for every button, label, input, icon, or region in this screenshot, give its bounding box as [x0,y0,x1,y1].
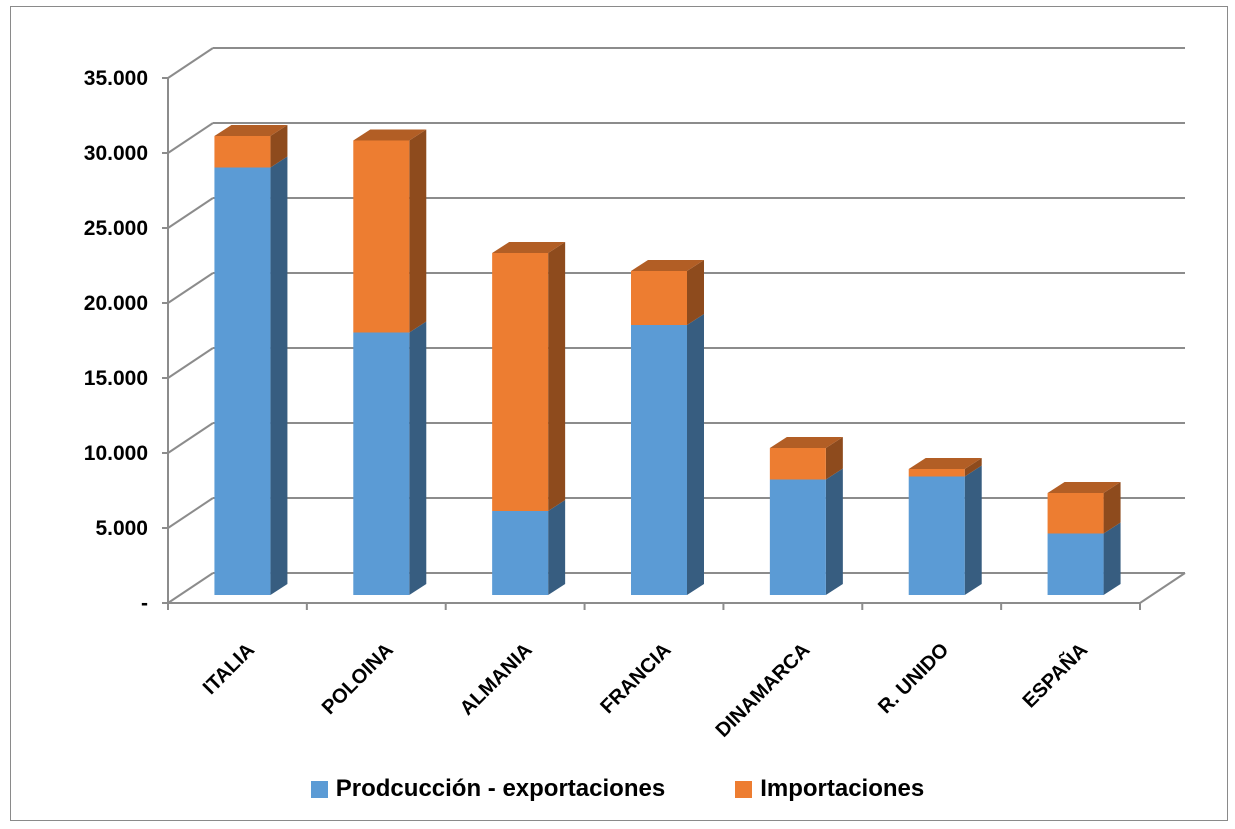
chart-frame [10,6,1228,821]
bar-segment [1047,493,1104,534]
y-tick-label: 10.000 [84,442,148,465]
bar-side [409,321,427,595]
wall-gridline [167,197,214,229]
bar-segment [353,140,410,333]
bar-segment [631,325,687,595]
wall-gridline [167,422,214,454]
bar-segment [769,448,826,480]
bar-segment [353,332,410,595]
bar-segment [631,271,687,325]
legend-item-series-2: Importaciones [735,775,924,803]
legend-item-series-1: Prodcucción - exportaciones [310,775,666,803]
x-category-label: POLOINA [318,639,398,719]
bar-top [769,437,843,448]
bar-segment [492,253,549,511]
y-tick-label: 25.000 [84,217,148,240]
bar-segment [908,476,965,595]
bar-top [908,458,982,469]
bar-side [548,500,566,595]
x-axis-category-labels: ITALIA POLOINA ALMANIA FRANCIA DINAMARCA R. U… [199,638,1092,741]
bar-side [687,260,704,325]
x-category-label: ITALIA [199,639,259,699]
bar-side [964,458,982,477]
bar-segment [1047,533,1104,595]
y-tick-label: 5.000 [95,517,148,540]
bar-side [1103,482,1121,534]
floor-edge [1139,572,1186,604]
bar-side [964,465,982,595]
bar-top [492,242,566,253]
bar-top [214,125,288,136]
wall-gridline [167,47,214,79]
x-category-label: DINAMARCA [712,639,815,742]
wall-gridline [167,122,214,154]
y-tick-label: 30.000 [84,142,148,165]
x-category-label: R. UNIDO [874,639,953,718]
legend-label-series-2: Importaciones [760,775,925,802]
wall-gridline [167,272,214,304]
wall-gridline [167,572,214,604]
y-axis-tick-labels: - 5.000 10.000 15.000 20.000 25.000 30.000 35.0… [84,67,148,615]
legend-swatch-blue [310,780,328,798]
legend: Prodcucción - exportaciones Importacione… [0,775,1235,803]
wall-gridline [167,497,214,529]
bar-top [631,260,704,271]
bars [214,125,1121,595]
x-category-label: FRANCIA [596,639,675,718]
bar-side [825,437,843,480]
y-tick-label: 35.000 [84,67,148,90]
bar-side [687,314,704,595]
wall-gridline [167,347,214,379]
y-tick-label: 15.000 [84,367,148,390]
bar-side [1103,522,1121,595]
legend-swatch-orange [735,780,753,798]
bar-segment [769,479,826,595]
y-tick-label: 20.000 [84,292,148,315]
legend-label-series-1: Prodcucción - exportaciones [335,775,666,802]
bar-segment [908,469,965,477]
bar-side [270,125,288,168]
bar-segment [492,511,549,595]
bar-segment [214,167,271,595]
bar-side [548,242,566,511]
bar-top [1047,482,1121,493]
axes [162,77,1186,610]
x-category-label: ALMANIA [456,639,537,720]
bar-side [270,156,288,595]
bar-side [825,468,843,595]
x-category-label: ESPAÑA [1018,638,1092,712]
y-tick-label: - [141,592,148,615]
bar-side [409,129,427,333]
bar-segment [214,136,271,168]
bar-top [353,129,427,141]
